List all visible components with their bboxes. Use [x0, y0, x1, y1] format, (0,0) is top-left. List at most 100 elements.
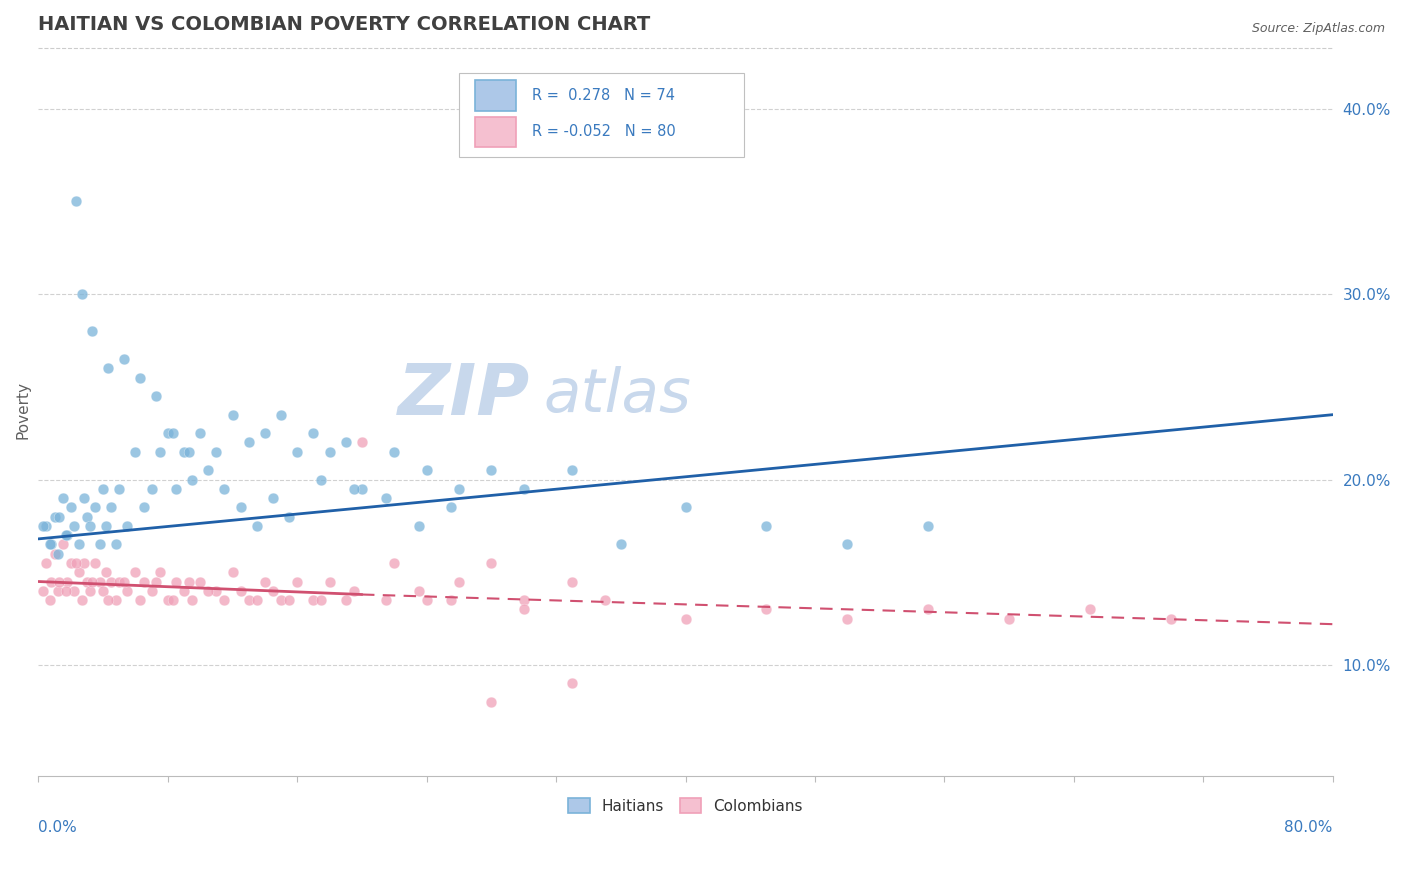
Point [675, 500, 697, 515]
Point [675, 612, 697, 626]
Point [80, 324, 103, 338]
Point [156, 426, 179, 441]
Point [162, 426, 184, 441]
Point [162, 593, 184, 607]
Point [38, 537, 60, 551]
Point [112, 574, 135, 589]
Point [132, 500, 155, 515]
Point [56, 528, 79, 542]
Point [197, 463, 219, 477]
Point [149, 566, 172, 580]
Point [97, 361, 120, 376]
Point [91, 482, 114, 496]
Point [105, 537, 128, 551]
Point [141, 583, 163, 598]
Point [80, 574, 103, 589]
Point [513, 593, 536, 607]
Point [270, 593, 292, 607]
Point [311, 593, 333, 607]
Point [238, 435, 260, 450]
Point [408, 583, 430, 598]
Point [335, 435, 357, 450]
Point [998, 612, 1021, 626]
Point [63, 583, 86, 598]
Text: ZIP: ZIP [398, 361, 530, 430]
Point [408, 519, 430, 533]
Point [610, 537, 633, 551]
Point [108, 482, 131, 496]
Point [48, 509, 70, 524]
Point [262, 583, 284, 598]
Point [205, 583, 228, 598]
Point [112, 352, 135, 367]
Point [343, 583, 366, 598]
Point [129, 593, 152, 607]
Point [52, 491, 75, 505]
Point [38, 593, 60, 607]
Point [447, 482, 470, 496]
Point [188, 574, 211, 589]
Point [177, 574, 200, 589]
Point [46, 547, 69, 561]
Text: R = -0.052   N = 80: R = -0.052 N = 80 [531, 124, 675, 139]
Point [129, 370, 152, 384]
Point [173, 583, 195, 598]
Point [72, 556, 94, 570]
Point [513, 602, 536, 616]
Point [48, 574, 70, 589]
Point [145, 389, 167, 403]
Point [76, 509, 98, 524]
Point [755, 602, 778, 616]
Point [262, 491, 284, 505]
Point [214, 593, 236, 607]
Point [561, 574, 583, 589]
Point [39, 574, 62, 589]
Point [35, 519, 58, 533]
Point [165, 574, 187, 589]
Point [318, 574, 340, 589]
Point [837, 537, 859, 551]
Legend: Haitians, Colombians: Haitians, Colombians [562, 792, 808, 820]
Point [117, 583, 139, 598]
Point [156, 593, 179, 607]
Point [221, 408, 243, 422]
Point [46, 583, 69, 598]
Point [561, 463, 583, 477]
Point [382, 444, 405, 458]
Point [35, 556, 58, 570]
Point [214, 482, 236, 496]
Point [479, 556, 502, 570]
Point [141, 482, 163, 496]
Point [89, 537, 111, 551]
Point [270, 408, 292, 422]
Bar [475, 80, 516, 112]
Point [479, 695, 502, 709]
Point [100, 574, 122, 589]
Point [278, 593, 301, 607]
Point [415, 463, 437, 477]
Point [1160, 612, 1182, 626]
Point [65, 556, 87, 570]
Point [105, 593, 128, 607]
Point [375, 491, 398, 505]
Point [229, 583, 252, 598]
Point [124, 566, 146, 580]
Point [89, 574, 111, 589]
Point [100, 500, 122, 515]
Text: 0.0%: 0.0% [38, 820, 77, 835]
Point [59, 500, 82, 515]
Point [55, 583, 77, 598]
Point [124, 444, 146, 458]
Point [91, 583, 114, 598]
Point [440, 593, 463, 607]
Text: 80.0%: 80.0% [1285, 820, 1333, 835]
Point [837, 612, 859, 626]
Point [1078, 602, 1101, 616]
Point [188, 426, 211, 441]
Point [479, 463, 502, 477]
Text: R =  0.278   N = 74: R = 0.278 N = 74 [531, 88, 675, 103]
Point [84, 556, 107, 570]
Point [59, 556, 82, 570]
Point [63, 519, 86, 533]
Point [318, 444, 340, 458]
